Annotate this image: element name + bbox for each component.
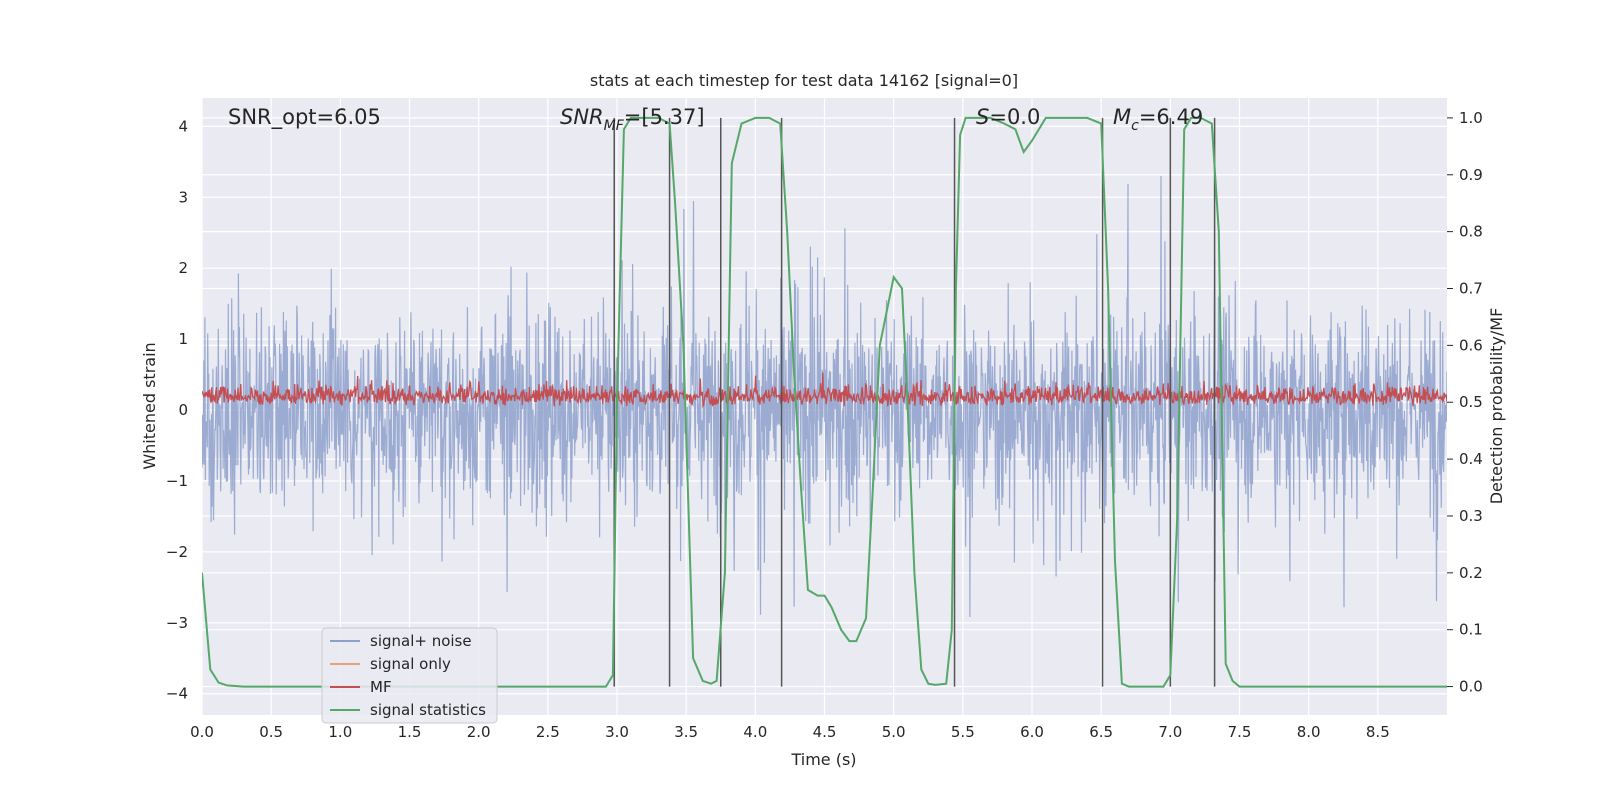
legend-label-signal-noise: signal+ noise	[370, 632, 472, 650]
y-tick-label: 3	[178, 188, 188, 206]
y-tick-label: 0	[178, 401, 188, 419]
y-axis-label: Whitened strain	[140, 342, 159, 469]
annotation-snr-mf-value: =[5.37]	[624, 105, 705, 129]
y-tick-label: −3	[166, 614, 188, 632]
y-tick-label: 1	[178, 330, 188, 348]
y2-tick-label: 0.5	[1459, 393, 1483, 411]
annotation-snr-mf-sub: MF	[604, 118, 625, 134]
y2-tick-label: 0.3	[1459, 507, 1483, 525]
annotation-s-main: S	[976, 105, 989, 129]
y-tick-label: −4	[166, 685, 188, 703]
x-tick-label: 6.5	[1089, 723, 1113, 741]
y2-axis-label: Detection probability/MF	[1487, 308, 1506, 505]
x-tick-label: 1.0	[328, 723, 352, 741]
x-tick-label: 5.5	[951, 723, 975, 741]
y2-tick-label: 0.8	[1459, 223, 1483, 241]
y2-tick-label: 0.6	[1459, 336, 1483, 354]
x-tick-label: 2.0	[467, 723, 491, 741]
legend: signal+ noise signal only MF signal stat…	[321, 627, 498, 724]
series-mf-line	[202, 372, 1447, 409]
y2-tick-label: 0.4	[1459, 450, 1483, 468]
x-tick-label: 7.5	[1228, 723, 1252, 741]
y-tick-label: −1	[166, 472, 188, 490]
x-tick-label: 8.5	[1366, 723, 1390, 741]
y-tick-label: −2	[166, 543, 188, 561]
y2-tick-label: 0.9	[1459, 166, 1483, 184]
x-axis-ticks: 0.0 0.5 1.0 1.5 2.0 2.5 3.0 3.5 4.0 4.5 5.0 5.5 6.0 6…	[190, 723, 1390, 741]
x-tick-label: 5.0	[882, 723, 906, 741]
x-tick-label: 0.5	[259, 723, 283, 741]
annotation-s: S=0.0	[976, 105, 1040, 129]
y2-axis-ticks: 1.0 0.9 0.8 0.7 0.6 0.5 0.4 0.3 0.2 0.1 0.0	[1447, 109, 1483, 696]
y2-tick-label: 0.0	[1459, 678, 1483, 696]
x-tick-label: 2.5	[536, 723, 560, 741]
annotation-mc: Mc=6.49	[1113, 105, 1203, 134]
annotation-mc-main: M	[1113, 105, 1131, 129]
x-axis-label: Time (s)	[790, 750, 856, 769]
series-signal-statistics-line	[202, 116, 1447, 688]
annotation-snr-opt: SNR_opt=6.05	[228, 105, 381, 130]
x-tick-label: 1.5	[398, 723, 422, 741]
annotation-mc-sub: c	[1131, 118, 1139, 134]
legend-label-mf: MF	[370, 678, 392, 696]
x-tick-label: 6.0	[1020, 723, 1044, 741]
y2-tick-label: 0.1	[1459, 621, 1483, 639]
y-axis-ticks: 4 3 2 1 0 −1 −2 −3 −4	[166, 117, 188, 702]
annotation-snr-mf: SNRMF=[5.37]	[560, 105, 705, 134]
chart-title: stats at each timestep for test data 141…	[590, 71, 1018, 90]
y2-tick-label: 0.7	[1459, 280, 1483, 298]
legend-label-signal-statistics: signal statistics	[370, 701, 486, 719]
x-tick-label: 8.0	[1297, 723, 1321, 741]
x-tick-label: 0.0	[190, 723, 214, 741]
legend-box	[321, 627, 498, 724]
legend-label-signal-only: signal only	[370, 655, 451, 673]
x-tick-label: 3.0	[605, 723, 629, 741]
y-tick-label: 4	[178, 117, 188, 135]
x-tick-label: 3.5	[674, 723, 698, 741]
annotation-s-value: =0.0	[989, 105, 1040, 129]
y2-tick-label: 0.2	[1459, 564, 1483, 582]
y2-tick-label: 1.0	[1459, 109, 1483, 127]
annotation-snr-mf-main: SNR	[560, 105, 604, 129]
x-tick-label: 4.5	[813, 723, 837, 741]
x-tick-label: 4.0	[743, 723, 767, 741]
y-tick-label: 2	[178, 259, 188, 277]
plot-content	[202, 116, 1447, 688]
x-tick-label: 7.0	[1158, 723, 1182, 741]
annotation-mc-value: =6.49	[1139, 105, 1203, 129]
